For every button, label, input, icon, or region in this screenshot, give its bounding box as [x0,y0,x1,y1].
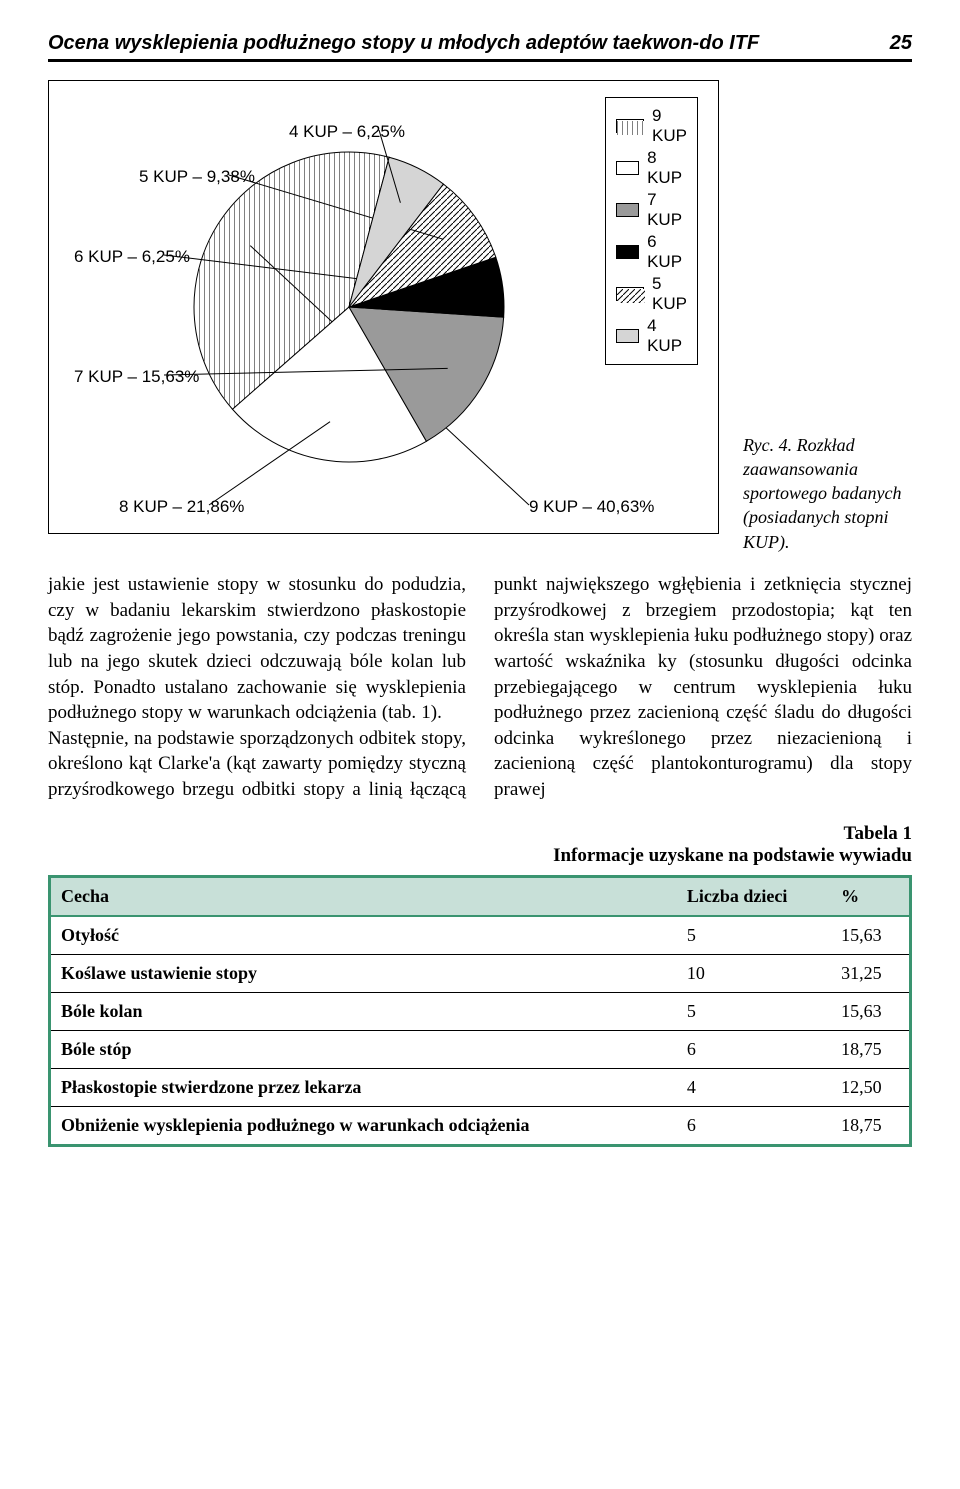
legend-swatch [616,203,639,217]
legend-item: 8 KUP [616,148,687,188]
table-cell: Otyłość [50,916,677,955]
table-cell: 10 [677,954,831,992]
table-cell: 31,25 [831,954,910,992]
figure-caption: Ryc. 4. Rozkład zaawansowania sportowego… [743,433,912,554]
legend-label: 4 KUP [647,316,687,356]
table-row: Bóle stóp618,75 [50,1030,911,1068]
legend-label: 9 KUP [652,106,687,146]
table-cell: 12,50 [831,1068,910,1106]
pie-slice-label: 4 KUP – 6,25% [289,122,405,142]
pie-legend: 9 KUP8 KUP7 KUP6 KUP5 KUP4 KUP [605,97,698,365]
table-row: Otyłość515,63 [50,916,911,955]
table-header-cell: Cecha [50,876,677,916]
pie-slice-label: 6 KUP – 6,25% [74,247,190,267]
legend-label: 8 KUP [647,148,687,188]
header-underline [48,59,912,62]
table-header-cell: Liczba dzieci [677,876,831,916]
table-title: Informacje uzyskane na podstawie wywiadu [48,845,912,867]
table-cell: 6 [677,1106,831,1145]
table-cell: Bóle stóp [50,1030,677,1068]
table-cell: Koślawe ustawienie stopy [50,954,677,992]
pie-chart: 9 KUP – 40,63%8 KUP – 21,86%7 KUP – 15,6… [69,97,589,517]
legend-item: 4 KUP [616,316,687,356]
table-cell: 5 [677,992,831,1030]
table-row: Bóle kolan515,63 [50,992,911,1030]
legend-item: 5 KUP [616,274,687,314]
page-number: 25 [890,32,912,55]
table-cell: 18,75 [831,1106,910,1145]
body-text: jakie jest ustawienie stopy w stosunku d… [48,572,912,803]
table-cell: 15,63 [831,916,910,955]
legend-item: 9 KUP [616,106,687,146]
figure-box: 9 KUP – 40,63% 8 KUP – 21,86% 7 KUP – 15,6… [48,80,719,534]
legend-item: 6 KUP [616,232,687,272]
legend-label: 7 KUP [647,190,687,230]
legend-item: 7 KUP [616,190,687,230]
running-title: Ocena wysklepienia podłużnego stopy u mł… [48,32,759,55]
table-cell: 15,63 [831,992,910,1030]
pie-slice-label: 9 KUP – 40,63% [529,497,654,517]
legend-swatch [616,287,644,301]
table-cell: Obniżenie wysklepienia podłużnego w waru… [50,1106,677,1145]
table-row: Płaskostopie stwierdzone przez lekarza41… [50,1068,911,1106]
pie-slice-label: 8 KUP – 21,86% [119,497,244,517]
legend-swatch [616,245,639,259]
legend-label: 5 KUP [652,274,687,314]
table-row: Obniżenie wysklepienia podłużnego w waru… [50,1106,911,1145]
legend-swatch [616,119,644,133]
legend-swatch [616,329,639,343]
table-cell: 5 [677,916,831,955]
table-cell: 18,75 [831,1030,910,1068]
table-row: Koślawe ustawienie stopy1031,25 [50,954,911,992]
pie-slice-label: 5 KUP – 9,38% [139,167,255,187]
table-cell: Płaskostopie stwierdzone przez lekarza [50,1068,677,1106]
legend-swatch [616,161,639,175]
table-header-cell: % [831,876,910,916]
data-table: CechaLiczba dzieci% Otyłość515,63Koślawe… [48,875,912,1147]
table-label: Tabela 1 [48,823,912,845]
table-cell: 4 [677,1068,831,1106]
table-cell: 6 [677,1030,831,1068]
legend-label: 6 KUP [647,232,687,272]
running-header: Ocena wysklepienia podłużnego stopy u mł… [48,32,912,55]
pie-slice-label: 7 KUP – 15,63% [74,367,199,387]
table-cell: Bóle kolan [50,992,677,1030]
